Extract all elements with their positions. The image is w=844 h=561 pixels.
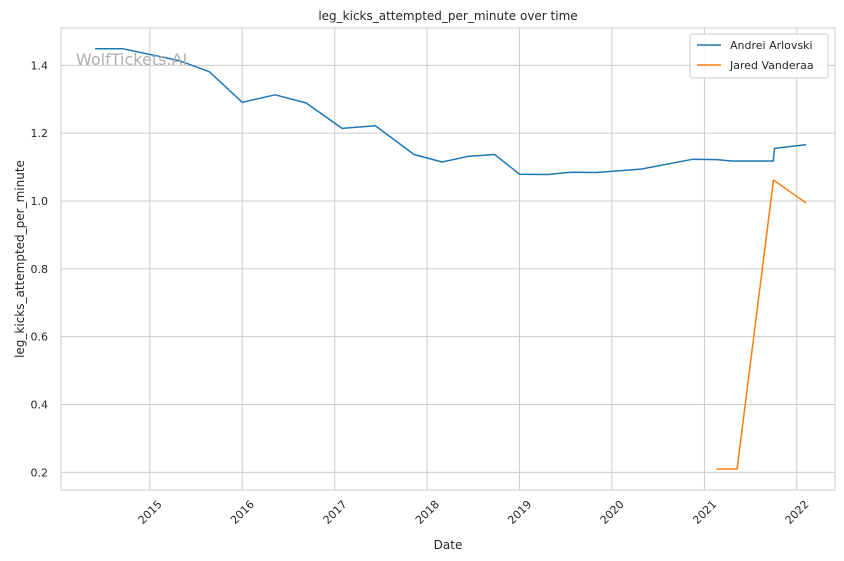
legend-label-andrei-arlovski: Andrei Arlovski — [730, 39, 813, 52]
legend-box — [689, 33, 829, 79]
y-tick-label-0-4: 0.4 — [31, 399, 49, 412]
y-tick-label-0-2: 0.2 — [31, 466, 49, 479]
series-line-andrei-arlovski — [94, 47, 807, 176]
legend-label-jared-vanderaa: Jared Vanderaa — [729, 59, 814, 72]
y-axis-title: leg_kicks_attempted_per_minute — [13, 160, 27, 358]
y-tick-label-1-0: 1.0 — [31, 195, 49, 208]
series-line-jared-vanderaa — [716, 179, 807, 470]
y-tick-label-1-4: 1.4 — [31, 59, 49, 72]
grid-lines — [61, 28, 835, 490]
y-tick-label-0-8: 0.8 — [31, 263, 49, 276]
y-tick-label-1-2: 1.2 — [31, 127, 49, 140]
series-lines — [94, 47, 807, 470]
y-tick-label-0-6: 0.6 — [31, 331, 49, 344]
x-axis-title: Date — [434, 538, 463, 552]
legend: Andrei Arlovski Jared Vanderaa — [689, 33, 829, 79]
watermark-text: WolfTickets.AI — [76, 50, 187, 69]
y-axis-ticks: 0.2 0.4 0.6 0.8 1.0 1.2 1.4 — [31, 59, 49, 479]
plot-frame — [60, 27, 836, 491]
chart-title: leg_kicks_attempted_per_minute over time — [318, 9, 577, 23]
